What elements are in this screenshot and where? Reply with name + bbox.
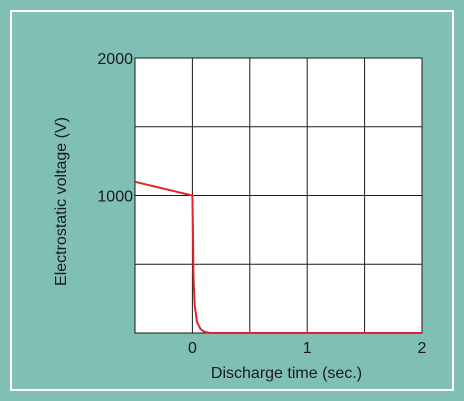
x-tick-label: 0 xyxy=(188,340,197,357)
y-tick-label: 1000 xyxy=(97,189,133,206)
series-line xyxy=(134,180,422,334)
x-tick-label: 1 xyxy=(303,340,312,357)
x-tick-label: 2 xyxy=(418,340,427,357)
y-axis-label: Electrostatic voltage (V) xyxy=(53,117,70,286)
tick-labels: 0 1 2 1000 2000 xyxy=(97,51,426,357)
x-axis-label: Discharge time (sec.) xyxy=(211,365,362,382)
y-tick-label: 2000 xyxy=(97,51,133,68)
